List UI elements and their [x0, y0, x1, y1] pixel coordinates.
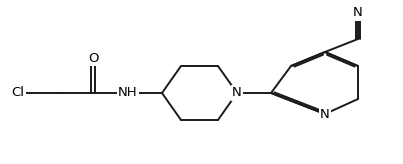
Text: N: N: [320, 107, 330, 121]
Text: O: O: [88, 51, 98, 64]
Text: N: N: [353, 7, 363, 20]
Text: Cl: Cl: [12, 86, 25, 100]
Text: NH: NH: [118, 86, 138, 100]
Text: N: N: [232, 86, 242, 100]
